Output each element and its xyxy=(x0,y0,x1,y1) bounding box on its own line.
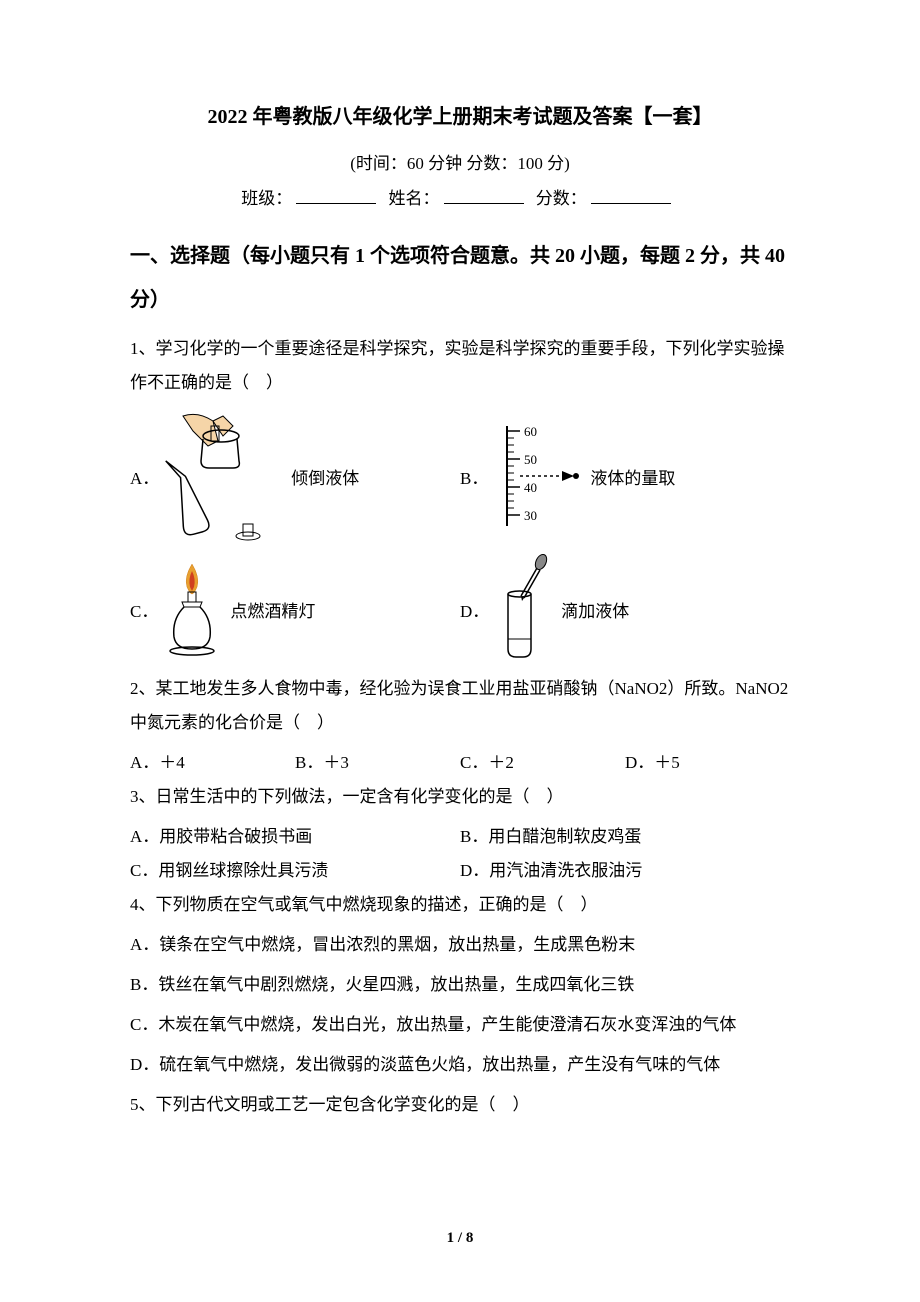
svg-text:30: 30 xyxy=(524,508,537,523)
form-line: 班级： 姓名： 分数： xyxy=(130,184,790,209)
question-3-text: 3、日常生活中的下列做法，一定含有化学变化的是（ ） xyxy=(130,780,790,814)
q4-optA: A．镁条在空气中燃烧，冒出浓烈的黑烟，放出热量，生成黑色粉末 xyxy=(130,928,790,962)
q1-optD-prefix: D． xyxy=(460,597,489,622)
q1-optB-prefix: B． xyxy=(460,464,488,489)
q3-optD: D．用汽油清洗衣服油污 xyxy=(460,854,790,888)
question-4-text: 4、下列物质在空气或氧气中燃烧现象的描述，正确的是（ ） xyxy=(130,888,790,922)
q1-diagram-b: 60 50 40 30 xyxy=(492,416,582,536)
page-number: 1 / 8 xyxy=(0,1230,920,1247)
question-1-option-a: A． 倾倒液体 xyxy=(130,406,460,546)
exam-meta: (时间：60 分钟 分数：100 分) xyxy=(130,149,790,174)
q2-optC: C．＋2 xyxy=(460,746,625,780)
question-1-option-d: D． 滴加液体 xyxy=(460,554,790,664)
q1-diagram-d xyxy=(493,554,553,664)
q1-optA-text: 倾倒液体 xyxy=(291,464,359,489)
q4-optB: B．铁丝在氧气中剧烈燃烧，火星四溅，放出热量，生成四氧化三铁 xyxy=(130,968,790,1002)
svg-text:40: 40 xyxy=(524,480,537,495)
q1-optB-text: 液体的量取 xyxy=(590,464,675,489)
q2-optB: B．＋3 xyxy=(295,746,460,780)
svg-text:60: 60 xyxy=(524,424,537,439)
q2-optD: D．＋5 xyxy=(625,746,790,780)
question-1-row-cd: C． 点燃酒精灯 D． xyxy=(130,554,790,664)
page-title: 2022 年粤教版八年级化学上册期末考试题及答案【一套】 xyxy=(130,100,790,129)
question-3-options-cd: C．用钢丝球擦除灶具污渍 D．用汽油清洗衣服油污 xyxy=(130,854,790,888)
q3-optB: B．用白醋泡制软皮鸡蛋 xyxy=(460,820,790,854)
q1-optA-prefix: A． xyxy=(130,464,159,489)
section-1-header: 一、选择题（每小题只有 1 个选项符合题意。共 20 小题，每题 2 分，共 4… xyxy=(130,234,790,322)
svg-text:50: 50 xyxy=(524,452,537,467)
class-blank xyxy=(296,203,376,204)
q1-diagram-a xyxy=(163,406,283,546)
class-label: 班级： xyxy=(241,189,292,208)
q4-optD: D．硫在氧气中燃烧，发出微弱的淡蓝色火焰，放出热量，产生没有气味的气体 xyxy=(130,1048,790,1082)
name-label: 姓名： xyxy=(389,189,440,208)
q3-optC: C．用钢丝球擦除灶具污渍 xyxy=(130,854,460,888)
q1-diagram-c xyxy=(162,559,222,659)
question-2-text: 2、某工地发生多人食物中毒，经化验为误食工业用盐亚硝酸钠（NaNO2）所致。Na… xyxy=(130,672,790,740)
question-1-row-ab: A． 倾倒液体 B． xyxy=(130,406,790,546)
question-1-option-c: C． 点燃酒精灯 xyxy=(130,559,460,659)
name-blank xyxy=(444,203,524,204)
question-3-options-ab: A．用胶带粘合破损书画 B．用白醋泡制软皮鸡蛋 xyxy=(130,820,790,854)
q1-optC-prefix: C． xyxy=(130,597,158,622)
score-label: 分数： xyxy=(536,189,587,208)
question-2-options: A．＋4 B．＋3 C．＋2 D．＋5 xyxy=(130,746,790,780)
q2-optA: A．＋4 xyxy=(130,746,295,780)
q4-optC: C．木炭在氧气中燃烧，发出白光，放出热量，产生能使澄清石灰水变浑浊的气体 xyxy=(130,1008,790,1042)
question-1-text: 1、学习化学的一个重要途径是科学探究，实验是科学探究的重要手段，下列化学实验操作… xyxy=(130,332,790,400)
question-1-option-b: B． 60 50 40 xyxy=(460,416,790,536)
q1-optC-text: 点燃酒精灯 xyxy=(230,597,315,622)
score-blank xyxy=(591,203,671,204)
q3-optA: A．用胶带粘合破损书画 xyxy=(130,820,460,854)
q1-optD-text: 滴加液体 xyxy=(561,597,629,622)
question-5-text: 5、下列古代文明或工艺一定包含化学变化的是（ ） xyxy=(130,1088,790,1122)
